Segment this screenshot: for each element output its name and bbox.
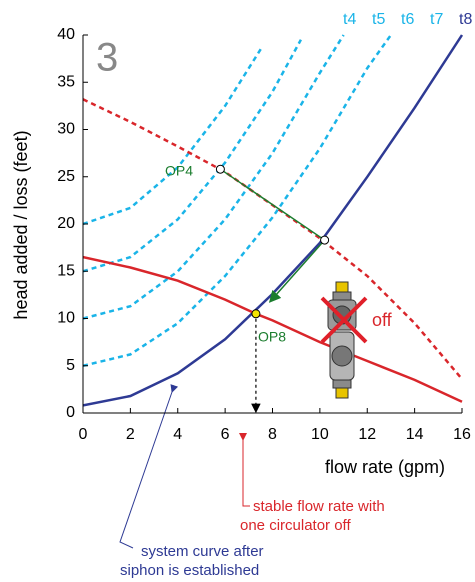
y-tick-label: 25 (57, 168, 75, 185)
operating-point (215, 164, 225, 174)
x-tick-label: 6 (221, 426, 230, 443)
y-tick-label: 35 (57, 73, 75, 90)
y-tick-label: 40 (57, 26, 75, 43)
curve-label: t4 (343, 11, 356, 28)
y-tick-label: 5 (66, 357, 75, 374)
y-tick-label: 10 (57, 310, 75, 327)
curve-label: t6 (401, 11, 414, 28)
x-tick-label: 16 (453, 426, 471, 443)
curve-label: t7 (430, 11, 443, 28)
x-tick-label: 4 (173, 426, 182, 443)
x-axis-label: flow rate (gpm) (325, 457, 445, 477)
x-tick-label: 2 (126, 426, 135, 443)
x-tick-label: 14 (406, 426, 424, 443)
system-note: system curve after (141, 543, 264, 560)
series-line (83, 255, 463, 403)
y-tick-label: 15 (57, 262, 75, 279)
operating-point (320, 235, 330, 245)
x-tick-label: 10 (311, 426, 329, 443)
off-cross (320, 296, 368, 344)
flow-note: one circulator off (240, 517, 351, 534)
panel-number: 3 (96, 36, 118, 80)
op-arrow (268, 239, 326, 303)
y-tick-label: 20 (57, 215, 75, 232)
pump-icon (327, 281, 357, 399)
series-line (83, 34, 392, 368)
y-tick-label: 30 (57, 121, 75, 138)
curve-label: t8 (459, 11, 472, 28)
op-arrow (219, 168, 326, 241)
op4-label: OP4 (165, 163, 193, 179)
system-note-leader (119, 384, 179, 549)
series-line (83, 39, 302, 273)
operating-point (251, 309, 261, 319)
op8-label: OP8 (258, 329, 286, 345)
curve-label: t5 (372, 11, 385, 28)
off-label: off (372, 310, 393, 330)
x-tick-label: 0 (79, 426, 88, 443)
flow-note: stable flow rate with (253, 498, 385, 515)
series-line (83, 48, 262, 226)
x-tick-label: 8 (268, 426, 277, 443)
system-note: siphon is established (120, 562, 259, 579)
curves (83, 34, 464, 407)
series-line (83, 34, 345, 320)
x-tick-label: 12 (358, 426, 376, 443)
y-tick-label: 0 (66, 404, 75, 421)
flow-note-leader (239, 433, 250, 507)
y-axis-label: head added / loss (feet) (11, 130, 31, 319)
